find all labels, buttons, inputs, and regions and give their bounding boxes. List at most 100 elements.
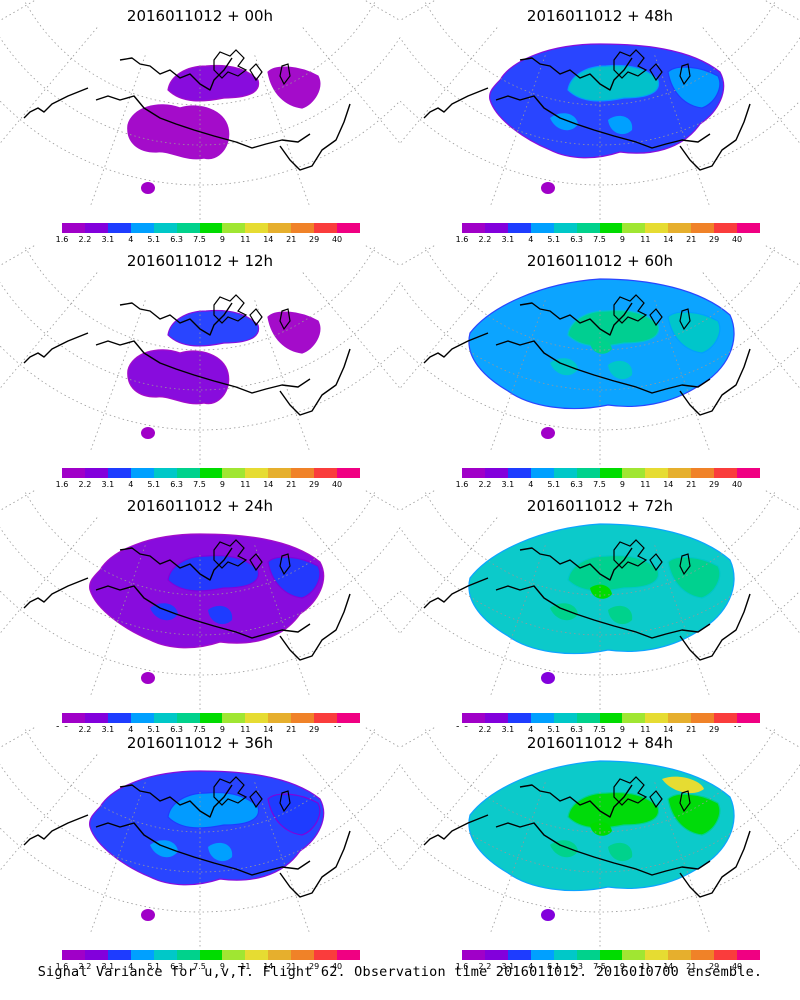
colorbar-tick-label: 7.5 [593, 725, 606, 734]
variance-region-hawaii [541, 672, 555, 684]
colorbar-tick-label: 2.2 [478, 725, 492, 734]
colorbar-tick-label: 7.5 [593, 480, 606, 489]
colorbar-tick-label: 21 [686, 962, 697, 971]
variance-region-hawaii [541, 182, 555, 194]
colorbar-tick-label: 14 [263, 725, 274, 734]
colorbar-tick-label: 21 [686, 725, 697, 734]
colorbar-tick-label: 2.2 [78, 480, 92, 489]
panel-title: 2016011012 + 84h [526, 734, 674, 752]
colorbar-tick-label: 6.3 [570, 480, 583, 489]
colorbar-swatch [737, 468, 760, 478]
arctic-islands [213, 776, 291, 813]
colorbar-swatch [245, 713, 269, 723]
colorbar-tick-label: 9 [619, 962, 625, 971]
colorbar-swatch [576, 950, 600, 960]
colorbar-tick-label: 40 [331, 480, 343, 489]
variance-region-hawaii [541, 909, 555, 921]
colorbar-swatch [462, 468, 485, 478]
colorbar-swatch [507, 468, 531, 478]
colorbar-labels: 1.6 2.2 3.1 4 5.1 6.3 7.5 9 11 14 21 29 40 [452, 480, 772, 490]
colorbar-swatch [314, 950, 338, 960]
colorbar-swatch [199, 223, 223, 233]
colorbar-swatch [484, 223, 508, 233]
colorbar-tick-label: 11 [240, 480, 251, 489]
colorbar-tick-label: 40 [731, 480, 743, 489]
colorbar-tick-label: 7.5 [593, 962, 606, 971]
colorbar-swatch [268, 223, 292, 233]
variance-map [400, 490, 800, 710]
colorbar-tick-label: 4 [128, 235, 134, 244]
colorbar-tick-label: 5.1 [547, 235, 561, 244]
colorbar-swatch [153, 468, 177, 478]
coastline [495, 822, 711, 876]
colorbar-swatch [176, 950, 200, 960]
colorbar-tick-label: 4 [528, 235, 534, 244]
colorbar-swatch [714, 223, 738, 233]
colorbar-tick-label: 14 [263, 962, 274, 971]
colorbar-tick-label: 11 [240, 962, 251, 971]
colorbar-swatch [668, 950, 692, 960]
colorbar-swatch [268, 713, 292, 723]
colorbar-swatch [599, 468, 623, 478]
graticule [400, 490, 800, 710]
variance-map [0, 490, 400, 710]
colorbar [462, 468, 760, 478]
colorbar-tick-label: 14 [663, 962, 674, 971]
coastline [279, 830, 351, 898]
colorbar-tick-label: 5.1 [147, 235, 161, 244]
colorbar-swatch [622, 223, 646, 233]
graticule [0, 490, 400, 710]
latitude-line [400, 526, 800, 636]
colorbar-swatch [553, 223, 577, 233]
coastline [495, 340, 711, 394]
panel-title: 2016011012 + 36h [126, 734, 274, 752]
coastline [119, 547, 233, 581]
colorbar-tick-label: 7.5 [193, 235, 206, 244]
variance-region-core [608, 360, 633, 380]
coastline [679, 348, 751, 416]
colorbar-tick-label: 29 [309, 962, 320, 971]
colorbar-swatch [199, 950, 223, 960]
variance-region-core [550, 113, 578, 131]
coastline [519, 57, 633, 91]
colorbar-swatch [576, 713, 600, 723]
variance-region-hawaii [541, 427, 555, 439]
coastline [423, 332, 489, 364]
colorbar-swatch [737, 950, 760, 960]
coastline [279, 348, 351, 416]
colorbar-swatch [691, 468, 715, 478]
colorbar-tick-label: 29 [709, 235, 720, 244]
colorbar-labels: 1.6 2.2 3.1 4 5.1 6.3 7.5 9 11 14 21 29 40 [452, 962, 772, 972]
colorbar-swatch [291, 223, 315, 233]
panel-p48: 2016011012 + 48h 1.6 2.2 3.1 4 5.1 6.3 7.5 9 11 1… [400, 0, 800, 245]
colorbar-swatch [337, 950, 360, 960]
colorbar-tick-label: 5.1 [547, 480, 561, 489]
coastline [679, 830, 751, 898]
colorbar [462, 713, 760, 723]
panel-p24: 2016011012 + 24h 1.62.23.145.16.37.59111… [0, 490, 400, 735]
arctic-islands [213, 294, 291, 331]
colorbar-tick-label: 40 [331, 962, 343, 971]
colorbar-tick-label: 9 [619, 725, 625, 734]
colorbar-tick-label: 2.2 [78, 962, 92, 971]
colorbar-swatch [291, 713, 315, 723]
variance-region-core [550, 840, 578, 858]
variance-region-west [127, 104, 230, 160]
colorbar-swatch [245, 223, 269, 233]
colorbar-swatch [484, 713, 508, 723]
graticule [0, 0, 400, 220]
variance-region-hawaii [141, 909, 155, 921]
colorbar-tick-label: 21 [686, 235, 697, 244]
colorbar-swatch [291, 950, 315, 960]
variance-region-core [208, 605, 233, 625]
colorbar-swatch [599, 223, 623, 233]
colorbar-swatch [314, 468, 338, 478]
colorbar-tick-label: 29 [309, 725, 320, 734]
colorbar-swatch [337, 713, 360, 723]
colorbar-swatch [507, 713, 531, 723]
colorbar-tick-label: 4 [128, 480, 134, 489]
colorbar-swatch [176, 713, 200, 723]
colorbar-swatch [599, 713, 623, 723]
colorbar-swatch [714, 468, 738, 478]
colorbar-swatch [153, 950, 177, 960]
